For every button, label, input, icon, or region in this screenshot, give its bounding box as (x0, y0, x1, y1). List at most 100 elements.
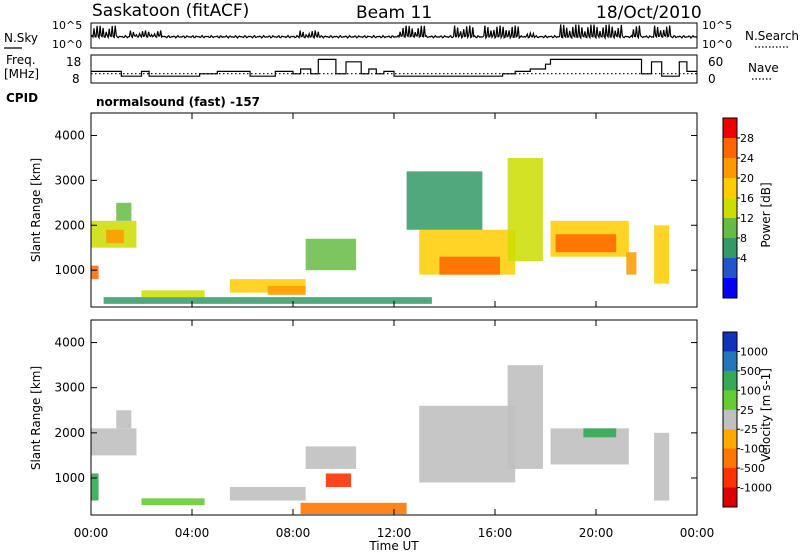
colorbar-tick-label: 20 (740, 172, 754, 185)
power-region (103, 297, 432, 304)
velocity-region (141, 498, 205, 506)
velocity-ylabel: Slant Range [km] (29, 366, 43, 470)
power-panel: 1000 2000 3000 4000 Slant Range [km] 28 24 20… (29, 112, 773, 308)
power-cbar-label: Power [dB] (759, 182, 773, 247)
velocity-region (91, 428, 137, 456)
power-region (626, 252, 637, 275)
colorbar-tick-label: 4 (740, 252, 747, 265)
nave-tick-bottom: 0 (708, 72, 716, 86)
colorbar-tick-label: 24 (740, 152, 754, 165)
x-tick-label: 08:00 (276, 526, 311, 540)
power-region (555, 234, 617, 253)
power-panel-frame (90, 112, 698, 308)
power-region (267, 285, 306, 295)
colorbar-tick-label: 28 (740, 132, 754, 145)
velocity-region (583, 428, 617, 438)
velocity-region (300, 502, 407, 515)
noise-panel: N.Sky 10^5 10^0 10^5 10^0 N.Search (4, 19, 799, 51)
velocity-region (91, 473, 99, 501)
station-title: Saskatoon (fitACF) (92, 1, 249, 21)
x-tick-label: 00:00 (680, 526, 715, 540)
power-y-ticks: 1000 2000 3000 4000 (54, 128, 697, 277)
power-region (654, 225, 670, 284)
colorbar-frame (722, 331, 738, 508)
colorbar-tick-label: -500 (740, 462, 765, 475)
cpid-value: normalsound (fast) -157 (96, 95, 260, 109)
colorbar-swatch (723, 351, 737, 372)
noise-left-tick-bottom: 10^0 (52, 38, 82, 51)
colorbar-tick-label: 8 (740, 232, 747, 245)
colorbar-swatch (723, 138, 737, 159)
colorbar-swatch (723, 258, 737, 279)
noise-right-label: N.Search (745, 29, 799, 43)
power-region (406, 171, 483, 230)
y-tick-label: 3000 (54, 173, 85, 187)
velocity-colorbar: 1000 500 100 25 -25 -100 -500 -1000 (722, 331, 772, 508)
power-region (507, 157, 543, 262)
colorbar-swatch (723, 332, 737, 352)
velocity-data (91, 365, 670, 515)
power-data (91, 157, 670, 304)
colorbar-swatch (723, 238, 737, 259)
freq-unit-label: [MHz] (4, 67, 39, 81)
velocity-panel: 1000 2000 3000 4000 Slant Range [km] 1000 50… (29, 319, 773, 516)
freq-panel-frame (90, 54, 698, 84)
colorbar-tick-label: -25 (740, 423, 758, 436)
power-region (305, 238, 357, 271)
x-tick-label: 20:00 (579, 526, 614, 540)
nave-label: Nave (748, 61, 779, 75)
velocity-region (305, 446, 357, 469)
colorbar-swatch (723, 409, 737, 430)
colorbar-swatch (723, 487, 737, 508)
y-tick-label: 1000 (54, 263, 85, 277)
colorbar-tick-label: 1000 (740, 345, 768, 358)
colorbar-swatch (723, 278, 737, 299)
velocity-region (325, 473, 352, 488)
cpid-label: CPID (6, 91, 38, 105)
colorbar-swatch (723, 390, 737, 411)
colorbar-tick-label: 100 (740, 384, 761, 397)
colorbar-swatch (723, 370, 737, 391)
colorbar-swatch (723, 118, 737, 139)
date-title: 18/Oct/2010 (596, 3, 702, 23)
x-tick-label: 04:00 (175, 526, 210, 540)
x-tick-label: 12:00 (377, 526, 412, 540)
beam-title: Beam 11 (356, 3, 432, 23)
velocity-region (419, 405, 516, 483)
velocity-y-ticks: 1000 2000 3000 4000 (54, 336, 697, 485)
noise-left-label: N.Sky (4, 31, 38, 45)
velocity-region (654, 432, 670, 501)
y-tick-label: 2000 (54, 426, 85, 440)
colorbar-swatch (723, 198, 737, 219)
time-axis-label: Time UT (368, 539, 419, 553)
colorbar-tick-label: -100 (740, 443, 765, 456)
colorbar-swatch (723, 468, 737, 489)
velocity-panel-frame (90, 319, 698, 516)
velocity-cbar-label: Velocity [m s-1] (759, 368, 773, 462)
y-tick-label: 3000 (54, 381, 85, 395)
x-tick-label: 00:00 (74, 526, 109, 540)
y-tick-label: 4000 (54, 336, 85, 350)
velocity-region (116, 410, 132, 429)
y-tick-label: 2000 (54, 218, 85, 232)
freq-label: Freq. (6, 53, 36, 67)
time-axis: 00:00 04:00 08:00 12:00 16:00 20:00 00:00 (74, 113, 715, 540)
nave-tick-top: 60 (708, 55, 723, 69)
power-region (141, 290, 205, 298)
power-region (91, 265, 99, 280)
colorbar-tick-label: 25 (740, 404, 754, 417)
freq-tick-bottom: 8 (72, 72, 80, 86)
power-region (439, 256, 501, 275)
colorbar-swatch (723, 158, 737, 179)
frequency-line (91, 58, 697, 77)
noise-left-tick-top: 10^5 (52, 19, 82, 32)
colorbar-tick-label: -1000 (740, 482, 772, 495)
freq-panel: Freq. [MHz] 18 8 60 0 Nave (4, 53, 779, 86)
noise-right-tick-bottom: 10^0 (702, 38, 732, 51)
colorbar-tick-label: 500 (740, 365, 761, 378)
colorbar-swatch (723, 218, 737, 239)
power-region (116, 202, 132, 221)
power-ylabel: Slant Range [km] (29, 158, 43, 262)
colorbar-swatch (723, 448, 737, 469)
